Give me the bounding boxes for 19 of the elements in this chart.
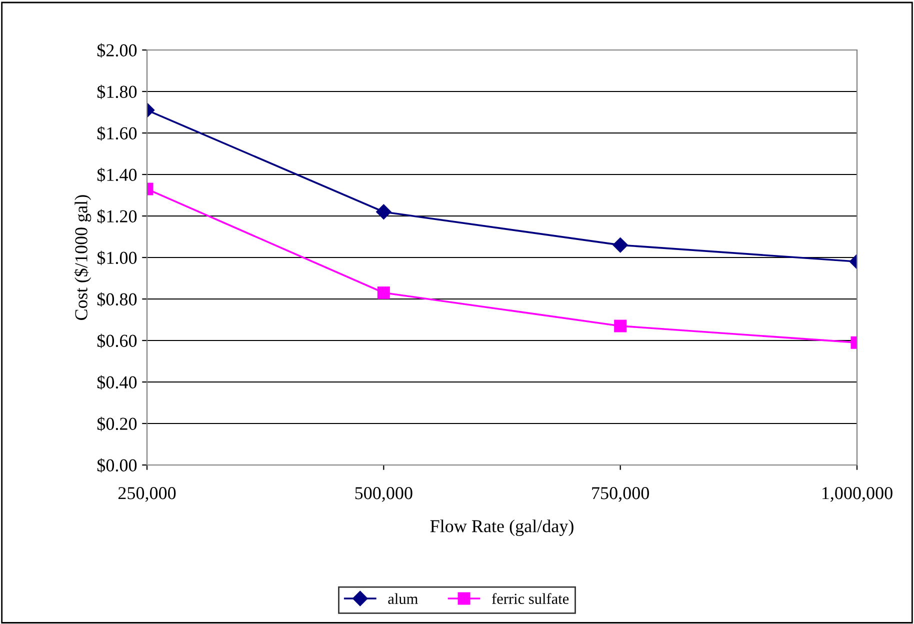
y-tick-label: $0.20: [97, 416, 137, 432]
y-tick-label: $1.40: [97, 168, 137, 182]
x-tick-label: 500,000: [355, 487, 412, 502]
x-axis-title: Flow Rate (gal/day): [430, 520, 574, 536]
y-tick-label: $1.60: [97, 126, 137, 141]
legend-label: alum: [388, 593, 418, 604]
y-tick-label: $1.20: [97, 209, 137, 224]
x-tick-label: 1,000,000: [822, 487, 892, 502]
y-tick-label: $0.60: [97, 334, 137, 348]
y-tick-label: $0.80: [97, 292, 137, 307]
y-tick-label: $1.80: [97, 84, 137, 100]
y-tick-label: $1.00: [97, 250, 137, 266]
y-tick-label: $2.00: [97, 43, 137, 58]
y-axis-title: Cost ($/1000 gal): [74, 195, 92, 320]
x-tick-label: 750,000: [592, 487, 649, 502]
y-tick-label: $0.00: [97, 458, 137, 473]
y-tick-label: $0.40: [97, 375, 137, 390]
x-tick-label: 250,000: [118, 487, 176, 502]
legend-label: ferric sulfate: [492, 593, 569, 604]
